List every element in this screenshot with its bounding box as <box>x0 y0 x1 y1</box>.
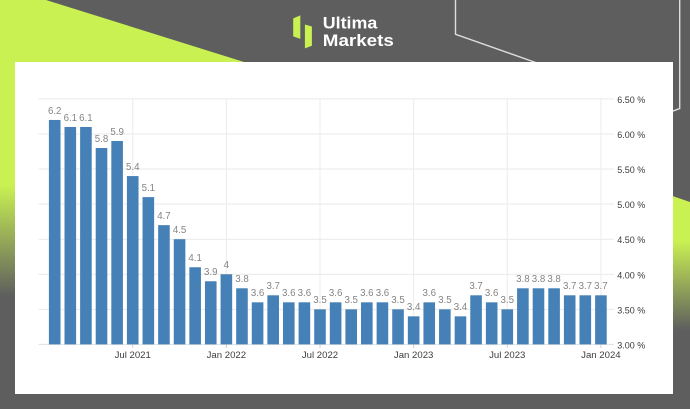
svg-text:3.6: 3.6 <box>251 288 264 299</box>
svg-text:3.7: 3.7 <box>469 281 482 292</box>
svg-text:4.7: 4.7 <box>157 211 170 222</box>
svg-text:3.8: 3.8 <box>547 274 560 285</box>
svg-text:3.4: 3.4 <box>454 302 468 313</box>
svg-text:3.8: 3.8 <box>532 274 545 285</box>
svg-text:5.00 %: 5.00 % <box>617 200 645 210</box>
svg-text:3.6: 3.6 <box>376 288 389 299</box>
svg-text:6.1: 6.1 <box>64 113 77 124</box>
svg-text:4: 4 <box>224 260 230 271</box>
svg-text:4.00 %: 4.00 % <box>617 270 645 280</box>
svg-text:3.8: 3.8 <box>516 274 529 285</box>
svg-text:6.2: 6.2 <box>48 106 61 117</box>
svg-text:3.5: 3.5 <box>391 295 404 306</box>
svg-text:6.50 %: 6.50 % <box>617 95 645 105</box>
svg-text:3.6: 3.6 <box>282 288 295 299</box>
svg-text:Jul 2022: Jul 2022 <box>302 350 338 361</box>
svg-text:3.6: 3.6 <box>360 288 373 299</box>
svg-text:Jul 2021: Jul 2021 <box>115 350 151 361</box>
svg-text:3.5: 3.5 <box>313 295 326 306</box>
svg-text:5.8: 5.8 <box>95 134 108 145</box>
svg-text:Ultima: Ultima <box>323 13 378 32</box>
svg-text:3.7: 3.7 <box>563 281 576 292</box>
svg-text:3.6: 3.6 <box>298 288 311 299</box>
svg-text:3.6: 3.6 <box>485 288 498 299</box>
svg-text:3.5: 3.5 <box>501 295 514 306</box>
svg-text:4.5: 4.5 <box>173 225 186 236</box>
svg-text:4.50 %: 4.50 % <box>617 235 645 245</box>
svg-text:3.6: 3.6 <box>329 288 342 299</box>
svg-text:3.8: 3.8 <box>235 274 248 285</box>
svg-text:3.00 %: 3.00 % <box>617 340 645 350</box>
svg-text:5.50 %: 5.50 % <box>617 165 645 175</box>
svg-text:3.7: 3.7 <box>266 281 279 292</box>
svg-text:3.50 %: 3.50 % <box>617 305 645 315</box>
svg-text:Jul 2023: Jul 2023 <box>489 350 525 361</box>
svg-text:3.9: 3.9 <box>204 267 217 278</box>
svg-text:3.5: 3.5 <box>438 295 451 306</box>
svg-text:5.1: 5.1 <box>142 183 155 194</box>
svg-text:3.7: 3.7 <box>594 281 607 292</box>
svg-text:6.00 %: 6.00 % <box>617 130 645 140</box>
svg-text:Jan 2022: Jan 2022 <box>207 350 246 361</box>
svg-text:5.9: 5.9 <box>110 127 123 138</box>
svg-text:4.1: 4.1 <box>188 253 201 264</box>
svg-text:3.4: 3.4 <box>407 302 421 313</box>
svg-text:Jan 2024: Jan 2024 <box>581 350 621 361</box>
svg-text:Jan 2023: Jan 2023 <box>394 350 433 361</box>
svg-text:6.1: 6.1 <box>79 113 92 124</box>
svg-text:3.7: 3.7 <box>579 281 592 292</box>
svg-text:3.6: 3.6 <box>423 288 436 299</box>
svg-text:5.4: 5.4 <box>126 162 140 173</box>
svg-text:Markets: Markets <box>323 31 394 50</box>
svg-text:3.5: 3.5 <box>344 295 357 306</box>
